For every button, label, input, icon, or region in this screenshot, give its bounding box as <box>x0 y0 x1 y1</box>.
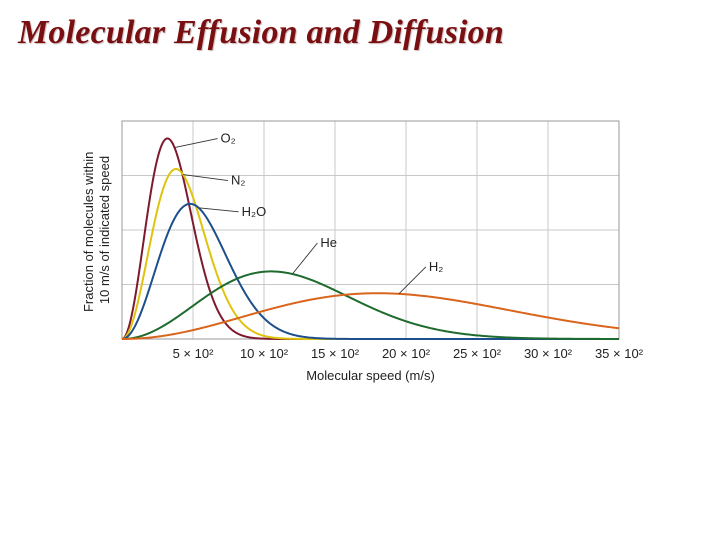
x-tick-labels: 5 × 10² 10 × 10² 15 × 10² 20 × 10² 25 × 10² 3… <box>173 346 644 361</box>
label-leaders <box>174 138 427 295</box>
curve-label-n: N₂ <box>231 173 245 188</box>
curve-label-ho: H₂O <box>242 204 267 219</box>
curve-n <box>121 167 619 340</box>
x-tick-label: 10 × 10² <box>240 346 289 361</box>
curve-o <box>121 137 619 340</box>
x-tick-label: 5 × 10² <box>173 346 215 361</box>
curve-labels: O₂ N₂ H₂O He H₂ <box>221 131 444 274</box>
slide-title: Molecular Effusion and Diffusion <box>18 14 504 51</box>
x-tick-label: 30 × 10² <box>524 346 573 361</box>
chart-grid <box>122 121 619 339</box>
leader-n <box>183 174 229 181</box>
curve-he <box>121 270 619 340</box>
leader-h <box>398 266 427 295</box>
curve-label-o: O₂ <box>221 131 236 146</box>
y-axis-label-line-2: 10 m/s of indicated speed <box>97 156 112 304</box>
x-axis-label: Molecular speed (m/s) <box>306 368 435 383</box>
curve-ho <box>121 202 619 340</box>
curves <box>121 137 620 340</box>
curve-label-h: H₂ <box>429 259 443 274</box>
x-tick-label: 15 × 10² <box>311 346 360 361</box>
leader-he <box>292 242 318 275</box>
y-axis-label: Fraction of molecules within 10 m/s of i… <box>81 148 112 312</box>
curve-label-he: He <box>320 235 337 250</box>
x-tick-label: 25 × 10² <box>453 346 502 361</box>
leader-ho <box>198 207 239 213</box>
leader-o <box>174 138 218 149</box>
x-tick-label: 35 × 10² <box>595 346 644 361</box>
curve-h <box>122 292 620 340</box>
x-tick-label: 20 × 10² <box>382 346 431 361</box>
y-axis-label-line-1: Fraction of molecules within <box>81 152 96 312</box>
